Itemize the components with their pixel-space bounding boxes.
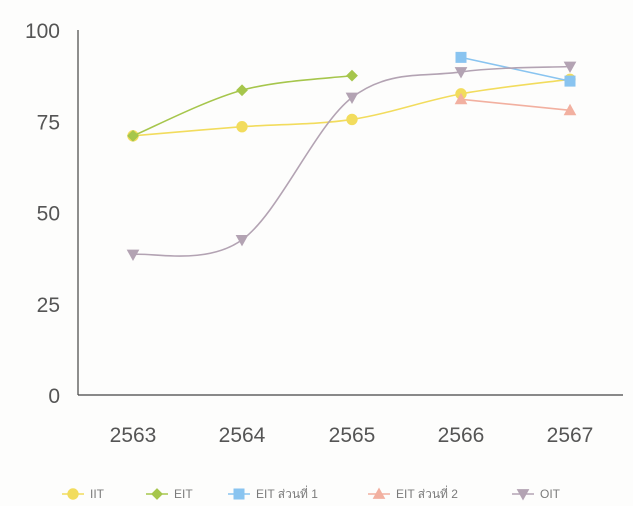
series-3: [454, 92, 577, 116]
legend-marker: [516, 489, 530, 501]
series-line: [132, 65, 571, 257]
x-tick-label: 2563: [110, 424, 157, 447]
legend-label: OIT: [540, 487, 561, 501]
data-point: [454, 67, 468, 79]
data-point: [236, 84, 248, 97]
x-tick-label: 2565: [329, 424, 376, 447]
data-point: [563, 61, 577, 74]
y-tick-label: 75: [37, 111, 60, 134]
data-point: [454, 92, 468, 105]
series-1: [127, 69, 358, 142]
legend-label: IIT: [90, 487, 105, 501]
x-tick-labels: 2563 2564 2565 2566 2567: [110, 424, 594, 447]
legend-marker: [372, 487, 386, 499]
legend-item: EIT: [146, 487, 193, 501]
legend-label: EIT: [174, 487, 193, 501]
data-point: [563, 103, 577, 116]
legend-marker: [233, 488, 245, 500]
series-4: [126, 61, 577, 262]
legend-marker: [67, 488, 79, 500]
y-tick-label: 0: [48, 385, 60, 408]
data-point: [455, 51, 467, 63]
data-point: [127, 129, 139, 142]
series-group: [126, 51, 577, 262]
legend-item: EIT ส่วนที่ 1: [228, 485, 318, 501]
data-point: [346, 113, 358, 126]
series-line: [460, 56, 571, 82]
series-line: [460, 98, 571, 112]
legend-label: EIT ส่วนที่ 2: [396, 485, 458, 501]
legend-label: EIT ส่วนที่ 1: [256, 485, 318, 501]
data-point: [126, 249, 140, 262]
legend-marker: [151, 488, 163, 500]
y-tick-label: 100: [25, 20, 60, 43]
data-point: [236, 121, 248, 133]
x-tick-label: 2566: [438, 424, 485, 447]
series-line: [132, 78, 571, 137]
legend-item: IIT: [62, 487, 105, 501]
axes: [77, 30, 623, 396]
y-tick-label: 50: [37, 203, 60, 226]
data-point: [235, 234, 249, 247]
series-2: [455, 51, 576, 87]
x-tick-label: 2564: [219, 424, 266, 447]
legend: IIT EIT EIT ส่วนที่ 1 EIT ส่วนที่ 2 OIT: [62, 485, 561, 501]
legend-item: OIT: [512, 487, 561, 501]
data-point: [345, 92, 359, 105]
y-tick-label: 25: [37, 294, 60, 317]
data-point: [346, 69, 358, 82]
legend-item: EIT ส่วนที่ 2: [368, 485, 458, 501]
data-point: [564, 75, 576, 87]
y-tick-labels: 0 25 50 75 100: [25, 20, 60, 408]
x-tick-label: 2567: [547, 424, 594, 447]
